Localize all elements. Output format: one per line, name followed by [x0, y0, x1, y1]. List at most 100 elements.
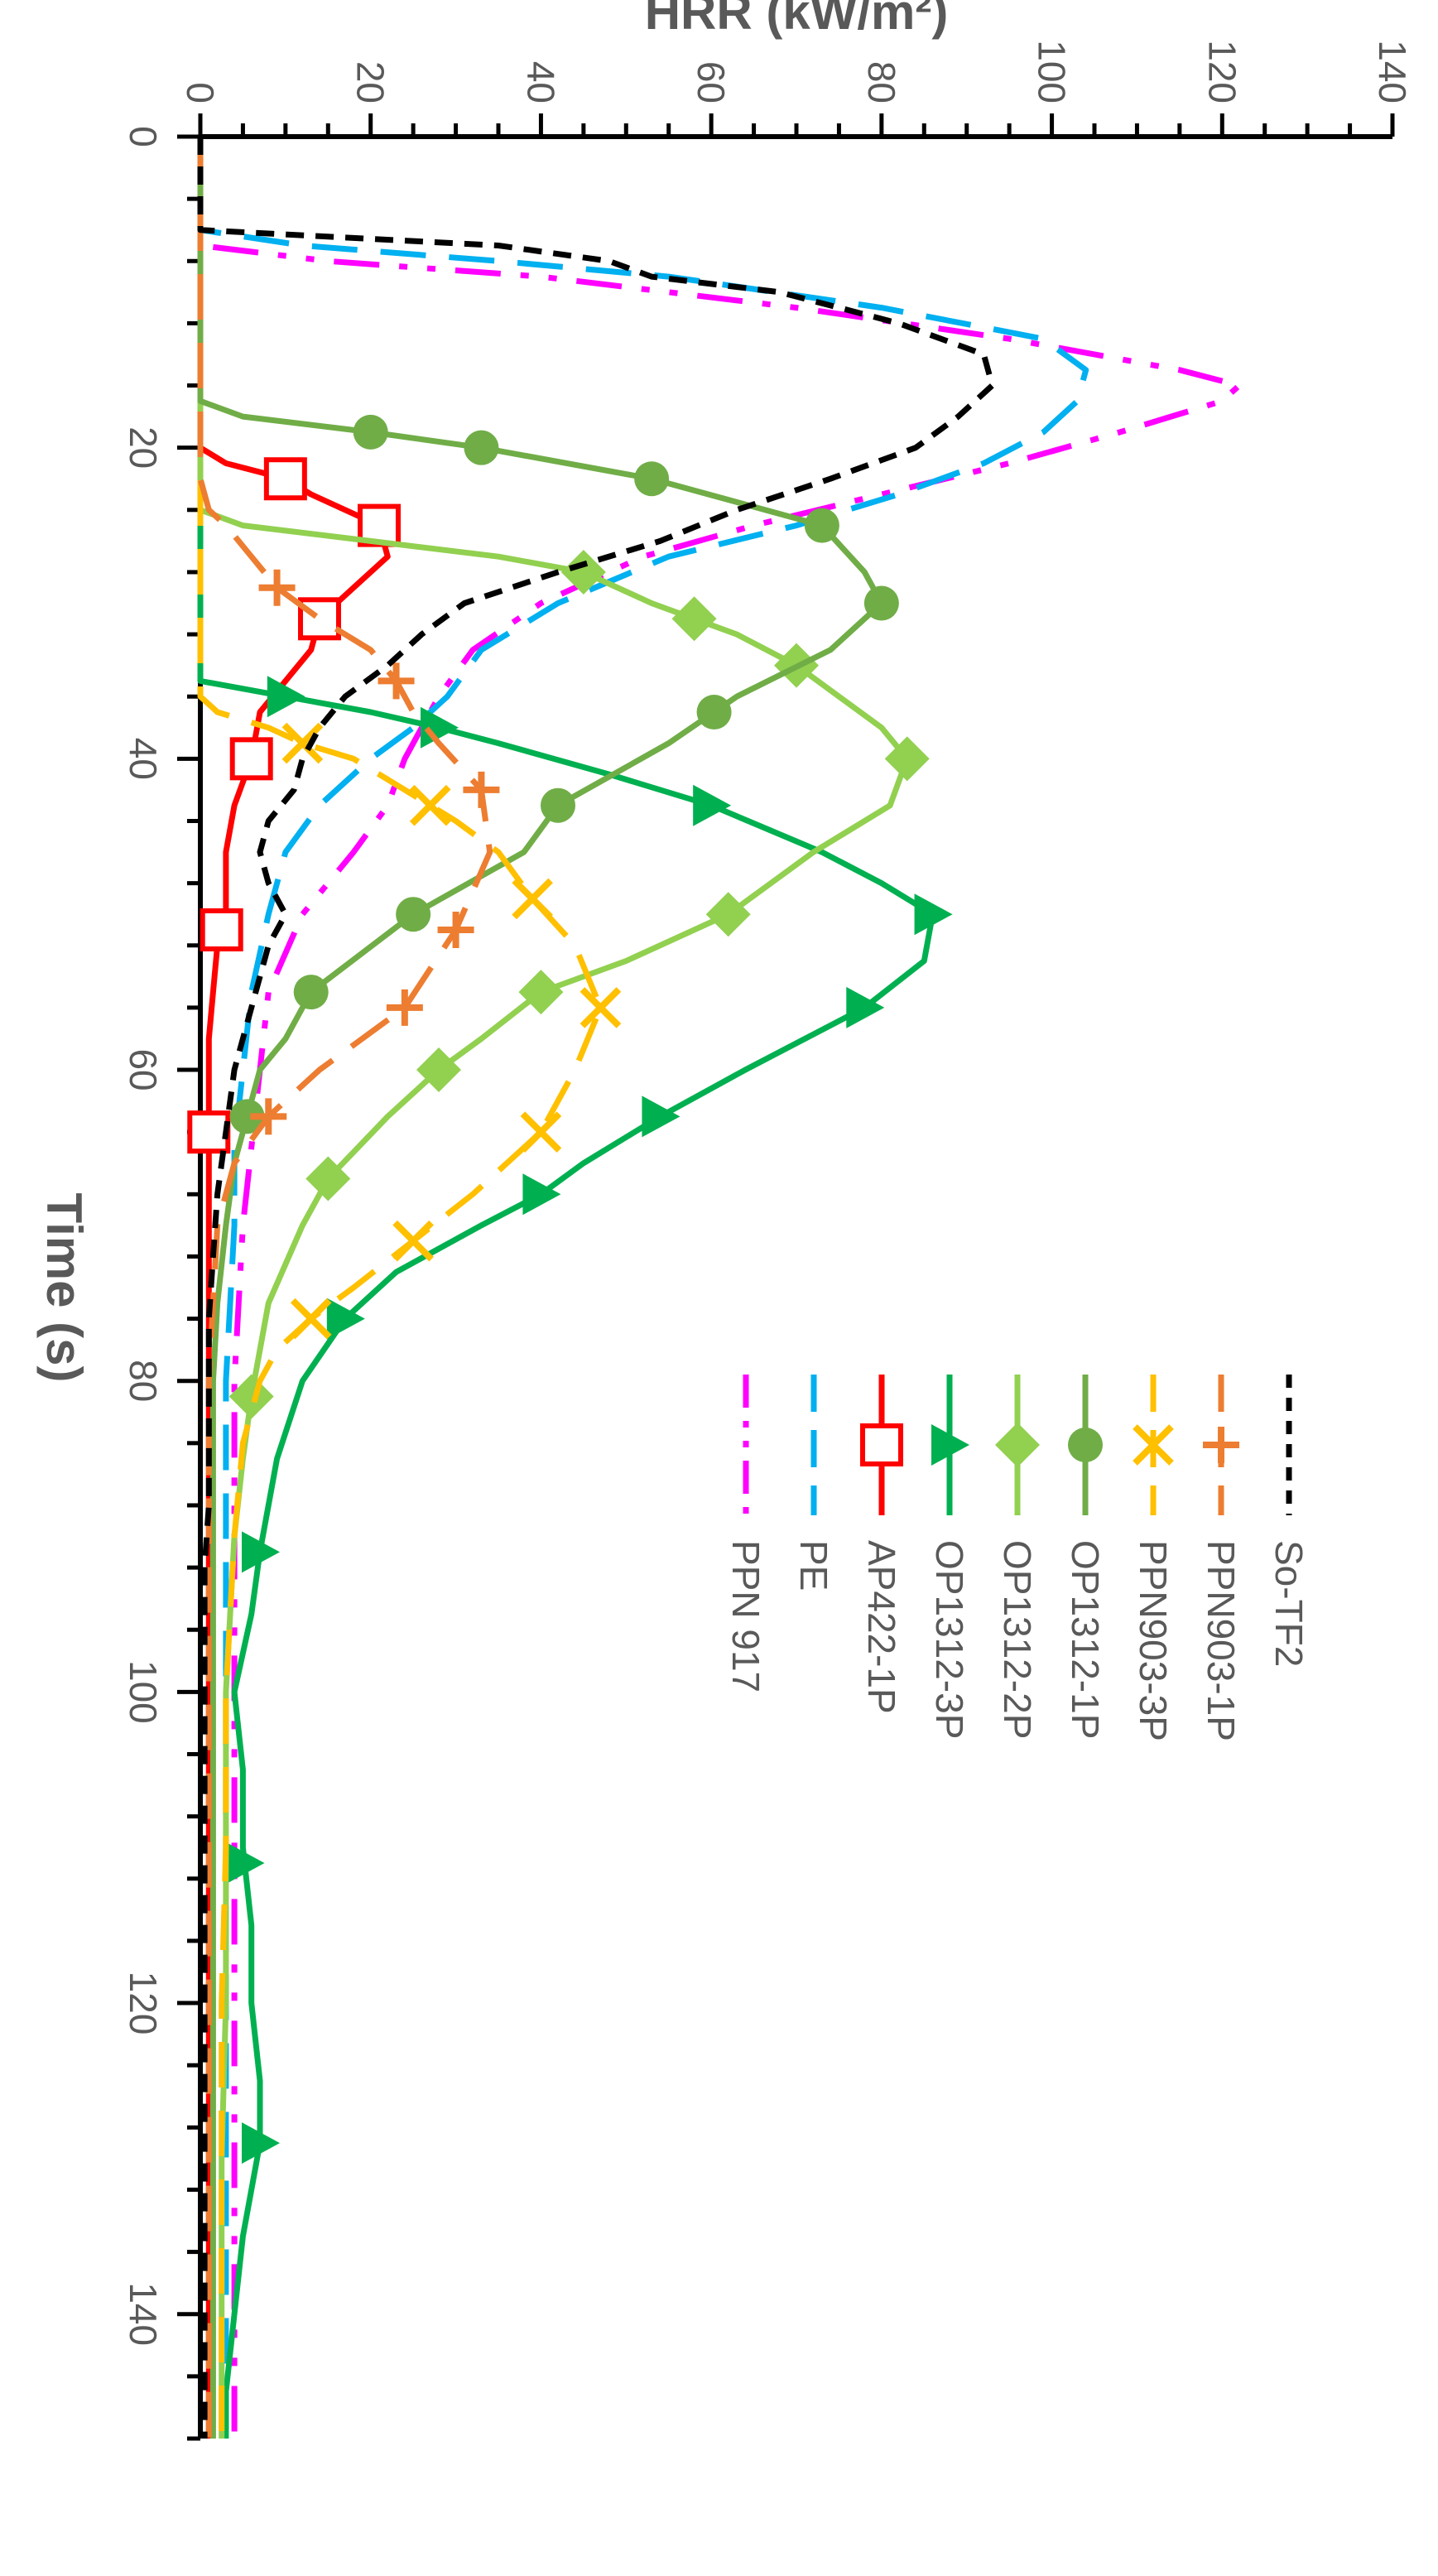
legend-item: PPN 917 [724, 1375, 767, 1692]
legend-label: OP1312-1P [1064, 1540, 1107, 1739]
data-point-marker [229, 737, 273, 781]
data-point-marker [250, 1098, 287, 1135]
data-point-marker [392, 1220, 434, 1262]
y-tick-label: 0 [179, 82, 222, 104]
legend-item: PPN903-1P [1200, 1375, 1243, 1741]
data-point-marker [804, 508, 839, 543]
legend-swatch-marker [995, 1423, 1040, 1467]
legend-item: OP1312-2P [995, 1375, 1040, 1739]
y-tick-label: 20 [349, 61, 392, 104]
data-point-marker [693, 784, 732, 826]
legend-swatch-marker [1203, 1427, 1239, 1463]
data-point-marker [671, 596, 717, 642]
data-point-marker [386, 989, 423, 1026]
data-point-marker [200, 908, 243, 951]
data-point-marker [258, 569, 296, 606]
y-tick-label: 40 [519, 61, 562, 104]
data-point-marker [396, 897, 431, 932]
x-tick-label: 100 [122, 1660, 165, 1724]
data-point-marker [187, 1110, 231, 1154]
series-ppn903-1p [197, 137, 500, 2439]
data-point-marker [228, 1374, 274, 1419]
y-tick-label: 100 [1031, 40, 1074, 104]
data-point-marker [634, 461, 670, 497]
data-point-marker [326, 1298, 365, 1340]
data-point-marker [437, 911, 474, 948]
data-point-marker [305, 1156, 351, 1201]
data-point-marker [884, 736, 930, 782]
data-point-marker [226, 1842, 265, 1884]
legend-label: PE [792, 1540, 835, 1591]
legend-label: PPN903-1P [1200, 1540, 1243, 1741]
series-line [197, 137, 604, 2439]
y-tick-label: 120 [1200, 40, 1243, 104]
series-ppn903-3p [197, 137, 622, 2439]
x-tick-label: 140 [122, 2282, 165, 2346]
data-point-marker [863, 585, 899, 621]
legend-item: PE [792, 1375, 835, 1591]
x-tick-label: 20 [122, 426, 165, 469]
y-tick-label: 80 [860, 61, 903, 104]
data-point-marker [541, 787, 575, 823]
data-point-marker [281, 722, 324, 764]
data-point-marker [290, 1298, 332, 1340]
legend-swatch-marker [1133, 1424, 1174, 1466]
data-point-marker [518, 970, 564, 1015]
legend-item: AP422-1P [860, 1375, 903, 1714]
legend-item: OP1312-3P [928, 1375, 971, 1739]
data-point-marker [463, 771, 500, 808]
legend-label: PPN 917 [724, 1540, 767, 1692]
data-point-marker [520, 1111, 562, 1153]
legend-item: PPN903-3P [1132, 1375, 1175, 1741]
data-point-marker [378, 662, 415, 700]
series-op1312-3p [197, 137, 953, 2439]
series-ppn-917 [197, 137, 1243, 2439]
data-point-marker [242, 2122, 280, 2164]
x-tick-label: 120 [122, 1972, 165, 2035]
data-point-marker [914, 893, 953, 936]
legend-label: AP422-1P [860, 1540, 903, 1714]
series-line [197, 137, 493, 2439]
legend-label: PPN903-3P [1132, 1540, 1175, 1741]
series-line [197, 137, 1243, 2439]
legend: So-TF2 PPN903-1P PPN903-3P OP1312-1P OP1312-… [724, 1375, 1311, 1741]
data-point-marker [229, 1099, 265, 1134]
series-op1312-1p [197, 137, 899, 2439]
data-point-marker [416, 1047, 461, 1093]
data-point-marker [642, 1095, 681, 1138]
data-point-marker [353, 414, 388, 450]
data-point-marker [846, 986, 885, 1028]
data-point-marker [696, 695, 732, 729]
legend-item: OP1312-1P [1064, 1375, 1107, 1739]
x-tick-label: 0 [122, 126, 165, 147]
data-point-marker [263, 457, 307, 501]
legend-label: OP1312-3P [928, 1540, 971, 1739]
x-tick-label: 80 [122, 1360, 165, 1402]
data-point-marker [464, 430, 499, 465]
data-point-marker [580, 987, 622, 1028]
y-axis-title: HRR (kW/m²) [645, 0, 949, 40]
x-axis-title: Time (s) [36, 1193, 92, 1383]
x-tick-label: 40 [122, 738, 165, 780]
data-point-marker [293, 975, 329, 1010]
y-tick-label: 140 [1371, 40, 1414, 104]
x-tick-label: 60 [122, 1048, 165, 1091]
data-point-marker [409, 784, 451, 826]
y-tick-label: 60 [690, 61, 733, 104]
legend-swatch-marker [931, 1424, 969, 1466]
series-line [197, 137, 996, 2439]
data-point-marker [242, 1531, 280, 1573]
series-pe [197, 137, 1089, 2439]
data-point-marker [560, 549, 606, 595]
data-point-marker [522, 1173, 561, 1216]
series-line [197, 137, 936, 2439]
data-point-marker [705, 892, 751, 937]
legend-swatch-marker [860, 1423, 903, 1466]
legend-item: So-TF2 [1267, 1375, 1311, 1667]
data-point-marker [267, 676, 305, 718]
series-so-tf2 [197, 137, 996, 2439]
rotated-chart-group: 0 20 40 60 80 100 120 140 0 20 40 60 80 100 120 140 Time… [36, 0, 1414, 2441]
series-line [197, 137, 1089, 2439]
